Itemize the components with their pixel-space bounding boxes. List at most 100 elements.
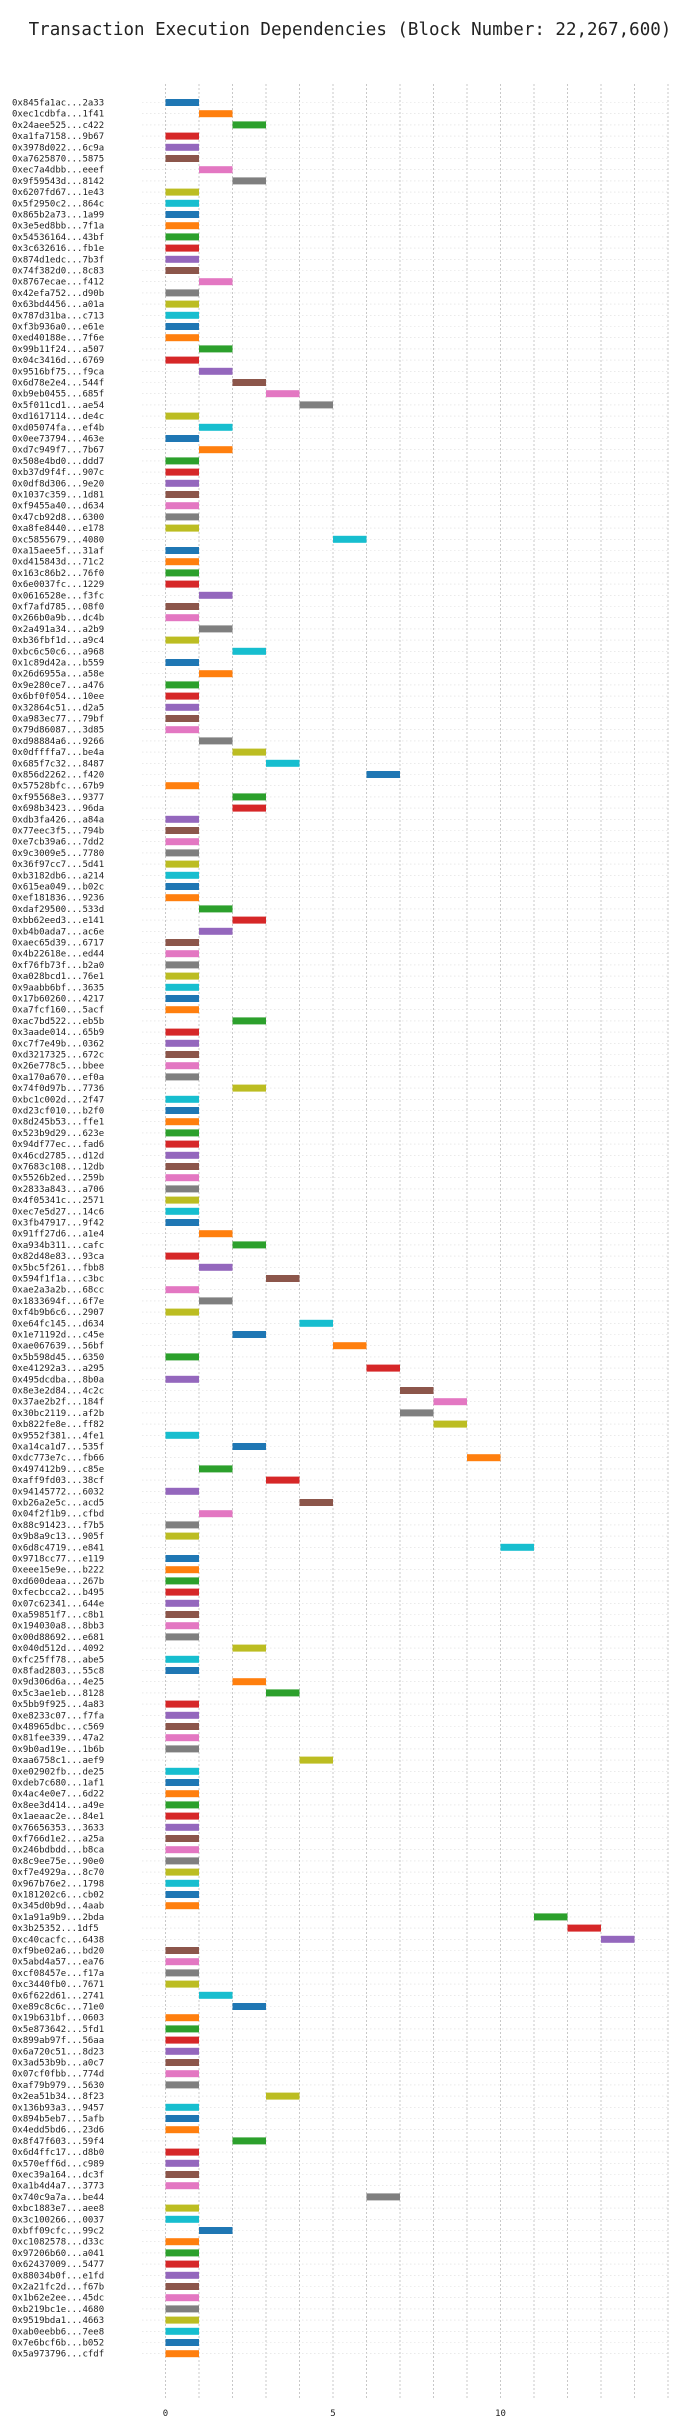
- transaction-label: 0x9c3009e5...7780: [12, 849, 104, 859]
- transaction-bar: [165, 1219, 199, 1226]
- transaction-label: 0x1833694f...6f7e: [12, 1297, 104, 1307]
- transaction-label: 0x32864c51...d2a5: [12, 703, 104, 713]
- transaction-bar: [165, 2171, 199, 2178]
- transaction-label: 0x570eff6d...c989: [12, 2159, 104, 2169]
- transaction-label: 0x8c9ee75e...90e0: [12, 1857, 104, 1867]
- transaction-bar: [165, 1599, 199, 1607]
- transaction-label: 0x07cf0fbb...774d: [12, 2070, 104, 2080]
- transaction-bar: [165, 983, 199, 991]
- transaction-bar: [165, 222, 199, 230]
- transaction-bar: [232, 1678, 266, 1686]
- transaction-label: 0x787d31ba...c713: [12, 311, 104, 321]
- transaction-label: 0x00d88692...e681: [12, 1633, 104, 1643]
- transaction-bar: [199, 1465, 233, 1473]
- transaction-bar: [266, 2092, 300, 2100]
- transaction-label: 0x1a91a9b9...2bda: [12, 1913, 104, 1923]
- transaction-bar: [433, 1420, 467, 1428]
- transaction-bar: [165, 1633, 199, 1641]
- x-tick-label: 10: [495, 2409, 506, 2419]
- transaction-bar: [165, 1353, 199, 1361]
- transaction-label: 0x57528bfc...67b9: [12, 782, 104, 792]
- transaction-bar: [165, 1028, 199, 1036]
- transaction-bar: [165, 2339, 199, 2346]
- transaction-label: 0x82d48e83...93ca: [12, 1252, 104, 1262]
- transaction-bar: [165, 2115, 199, 2122]
- transaction-bar: [165, 692, 199, 700]
- transaction-bar: [165, 972, 199, 980]
- transaction-bar: [165, 1700, 199, 1708]
- transaction-label: 0x8f47f603...59f4: [12, 2137, 104, 2147]
- transaction-bar: [165, 1846, 199, 1854]
- transaction-label: 0x46cd2785...d12d: [12, 1151, 104, 1161]
- transaction-label: 0x136b93a3...9457: [12, 2103, 104, 2113]
- transaction-label: 0x3978d022...6c9a: [12, 143, 104, 153]
- transaction-bar: [165, 143, 199, 151]
- transaction-bar: [433, 1398, 467, 1406]
- transaction-bar: [165, 1521, 199, 1529]
- transaction-label: 0xc5855679...4080: [12, 535, 104, 545]
- transaction-label: 0xdb3fa426...a84a: [12, 815, 104, 825]
- transaction-label: 0x4b22618e...ed44: [12, 950, 104, 960]
- transaction-label: 0xbb62eed3...e141: [12, 916, 104, 926]
- transaction-bar: [165, 1151, 199, 1159]
- transaction-label: 0xa8fe8440...e178: [12, 524, 104, 534]
- transaction-bar: [165, 1118, 199, 1126]
- transaction-label: 0x5bb9f925...4a83: [12, 1700, 104, 1710]
- transaction-label: 0x194030a8...8bb3: [12, 1622, 104, 1632]
- transaction-label: 0x967b76e2...1798: [12, 1879, 104, 1889]
- transaction-label: 0x04f2f1b9...cfbd: [12, 1510, 104, 1520]
- transaction-label: 0x26d6955a...a58e: [12, 670, 104, 680]
- transaction-bar: [165, 1868, 199, 1876]
- transaction-label: 0x3c632616...fb1e: [12, 244, 104, 254]
- row-gridlines: [142, 102, 668, 2354]
- transaction-bar: [165, 838, 199, 846]
- transaction-label: 0x266b0a9b...dc4b: [12, 614, 104, 624]
- transaction-label: 0xec7a4dbb...eeef: [12, 166, 104, 176]
- transaction-label: 0xae2a3a2b...68cc: [12, 1286, 104, 1296]
- transaction-label: 0xfecbcca2...b495: [12, 1588, 104, 1598]
- transaction-label: 0xbff09cfc...99c2: [12, 2227, 104, 2237]
- transaction-bar: [165, 2103, 199, 2111]
- transaction-bar: [165, 1006, 199, 1014]
- transaction-bar: [232, 1443, 266, 1450]
- transaction-bar: [165, 2294, 199, 2302]
- transaction-bar: [165, 894, 199, 902]
- transaction-label: 0x495dcdba...8b0a: [12, 1375, 104, 1385]
- transaction-label: 0x865b2a73...1a99: [12, 211, 104, 221]
- transaction-label: 0x5b598d45...6350: [12, 1353, 104, 1363]
- transaction-bar: [299, 1756, 333, 1764]
- transaction-label: 0x1c89d42a...b559: [12, 659, 104, 669]
- transaction-bar: [366, 1364, 400, 1372]
- transaction-label: 0xa7fcf160...5acf: [12, 1006, 104, 1016]
- transaction-bar: [266, 759, 300, 767]
- transaction-bar: [567, 1924, 601, 1932]
- transaction-bar: [165, 2215, 199, 2223]
- transaction-bar: [232, 1084, 266, 1092]
- transaction-label: 0xac7bd522...eb5b: [12, 1017, 104, 1027]
- transaction-label: 0x5abd4a57...ea76: [12, 1958, 104, 1968]
- transaction-bar: [299, 1499, 333, 1506]
- transaction-label: 0x523b9d29...623e: [12, 1129, 104, 1139]
- transaction-label: 0x07c62341...644e: [12, 1599, 104, 1609]
- transaction-label: 0x698b3423...96da: [12, 804, 104, 814]
- transaction-bar: [165, 1801, 199, 1809]
- transaction-bar: [165, 1958, 199, 1966]
- transaction-label: 0x9e280ce7...a476: [12, 681, 104, 691]
- transaction-label: 0x874d1edc...7b3f: [12, 255, 104, 265]
- transaction-label: 0xb9eb0455...685f: [12, 390, 104, 400]
- transaction-bar: [165, 2238, 199, 2246]
- transaction-label: 0xd1617114...de4c: [12, 412, 104, 422]
- transaction-bar: [165, 1431, 199, 1439]
- transaction-label: 0x79d86087...3d85: [12, 726, 104, 736]
- transaction-bar: [165, 715, 199, 722]
- transaction-label: 0xbc1883e7...aee8: [12, 2204, 104, 2214]
- transaction-bar: [199, 1230, 233, 1238]
- transaction-label: 0x9d306d6a...4e25: [12, 1678, 104, 1688]
- transaction-label: 0x8d245b53...ffe1: [12, 1118, 104, 1128]
- transaction-label: 0xef181836...9236: [12, 894, 104, 904]
- transaction-bar: [199, 423, 233, 431]
- transaction-label: 0x3aade014...65b9: [12, 1028, 104, 1038]
- transaction-label: 0x63bd4456...a01a: [12, 300, 104, 310]
- transaction-bar: [199, 166, 233, 174]
- transaction-label: 0x8767ecae...f412: [12, 278, 104, 288]
